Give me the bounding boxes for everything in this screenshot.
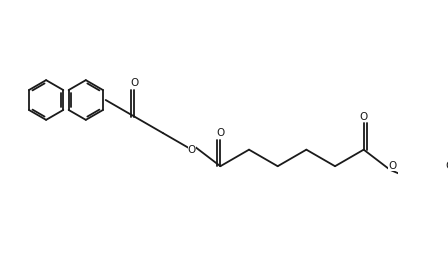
Text: O: O [188,145,196,155]
Text: O: O [388,161,396,171]
Text: O: O [360,112,368,122]
Text: O: O [216,128,224,138]
Text: O: O [130,79,138,89]
Text: O: O [446,161,448,171]
